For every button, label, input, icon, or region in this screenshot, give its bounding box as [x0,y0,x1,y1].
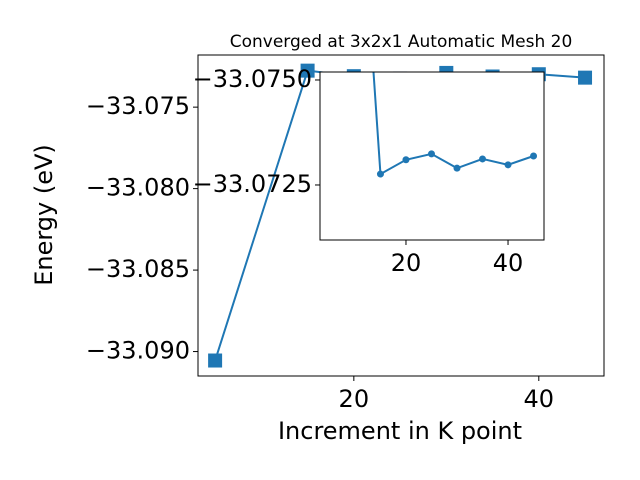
y-tick-label: −33.0725 [193,170,312,198]
marker [376,170,384,178]
y-tick-label: −33.085 [86,255,190,283]
x-tick-label: 40 [493,249,524,277]
marker [530,152,538,160]
series-line [372,72,534,176]
y-tick-label: −33.090 [86,337,190,365]
y-axis-label: Energy (eV) [30,144,58,286]
marker [427,150,435,158]
axes-frame [197,54,605,377]
x-axis-label: Increment in K point [278,417,522,445]
x-tick-label: 20 [391,249,422,277]
chart-title: Converged at 3x2x1 Automatic Mesh 20 [230,32,573,52]
marker [578,70,593,85]
marker [208,353,223,368]
x-tick-label: 20 [339,385,370,413]
y-tick-label: −33.075 [86,92,190,120]
marker [402,156,410,164]
marker [479,155,487,163]
marker [300,63,315,78]
y-tick-label: −33.080 [86,174,190,202]
axes-frame [319,71,545,241]
y-tick-label: −33.0750 [193,65,312,93]
marker [453,164,461,172]
x-tick-label: 40 [524,385,555,413]
marker [504,161,512,169]
